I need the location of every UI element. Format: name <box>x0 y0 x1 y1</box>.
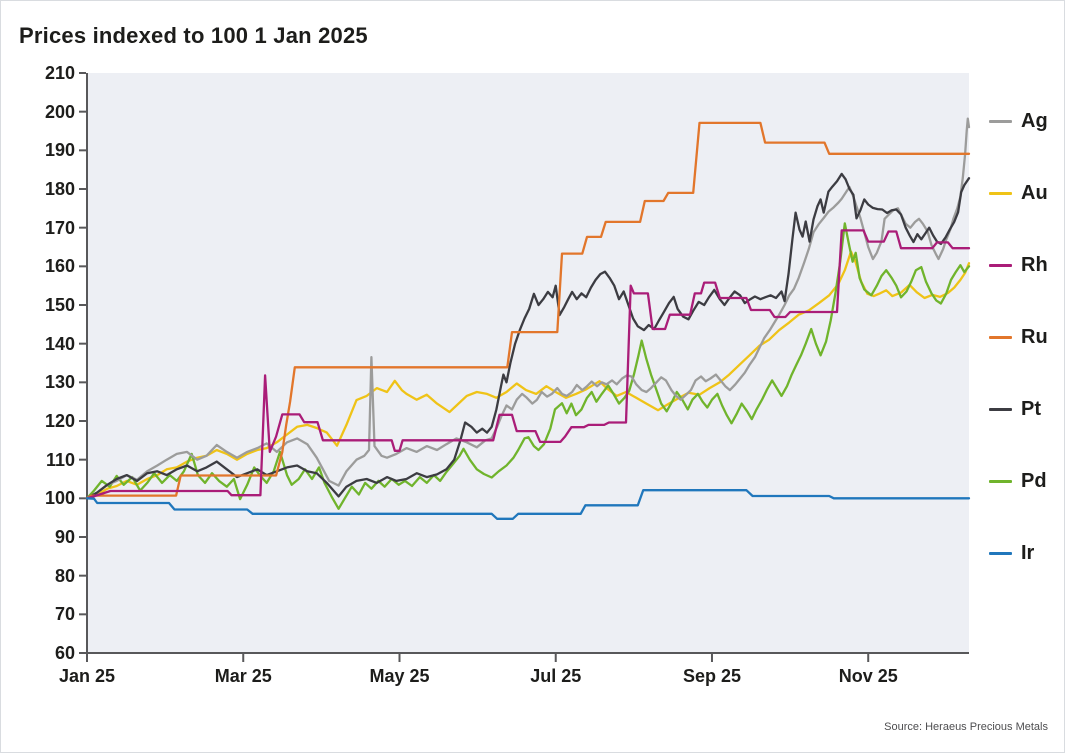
legend-swatch-ru <box>989 335 1012 339</box>
legend-label-pt: Pt <box>1021 397 1041 420</box>
x-tick-label-jul-25: Jul 25 <box>530 666 582 686</box>
y-tick-label-160: 160 <box>44 256 75 277</box>
y-tick-label-170: 170 <box>44 217 75 238</box>
legend-item-pd: Pd <box>989 469 1047 493</box>
legend-label-rh: Rh <box>1021 253 1048 276</box>
y-tick-label-70: 70 <box>54 604 75 625</box>
x-tick-label-may-25: May 25 <box>369 666 430 686</box>
x-tick-label-mar-25: Mar 25 <box>214 666 272 686</box>
legend-label-pd: Pd <box>1021 469 1047 492</box>
legend-item-pt: Pt <box>989 397 1041 421</box>
y-tick-label-80: 80 <box>54 565 75 586</box>
legend-item-rh: Rh <box>989 253 1048 277</box>
y-tick-label-140: 140 <box>44 333 75 354</box>
series-line-ru <box>85 121 971 500</box>
y-tick-label-110: 110 <box>45 449 75 470</box>
legend-label-ru: Ru <box>1021 325 1048 348</box>
legend-label-ag: Ag <box>1021 109 1048 132</box>
series-line-pt <box>85 172 971 500</box>
legend-swatch-ag <box>989 119 1012 123</box>
series-line-pd <box>85 222 971 510</box>
y-tick-label-210: 210 <box>44 63 75 83</box>
legend: Ag Au Rh Ru Pt Pd Ir <box>989 1 1064 752</box>
legend-item-au: Au <box>989 181 1048 205</box>
y-tick-label-100: 100 <box>44 488 75 509</box>
y-tick-label-90: 90 <box>54 527 75 547</box>
legend-item-ru: Ru <box>989 325 1048 349</box>
legend-item-ir: Ir <box>989 541 1034 565</box>
legend-label-ir: Ir <box>1021 541 1035 564</box>
legend-swatch-rh <box>989 263 1012 267</box>
y-tick-label-200: 200 <box>44 101 75 122</box>
series-line-rh <box>85 229 971 500</box>
chart-title: Prices indexed to 100 1 Jan 2025 <box>19 23 368 48</box>
legend-swatch-pt <box>989 407 1012 411</box>
plot-area <box>87 73 969 653</box>
legend-label-au: Au <box>1021 181 1048 204</box>
x-tick-label-sep-25: Sep 25 <box>682 666 741 686</box>
y-tick-label-150: 150 <box>44 295 75 315</box>
legend-swatch-ir <box>989 551 1012 555</box>
y-tick-label-190: 190 <box>44 140 75 161</box>
y-tick-label-180: 180 <box>44 179 75 199</box>
legend-item-ag: Ag <box>989 109 1048 133</box>
x-tick-label-nov-25: Nov 25 <box>838 666 898 686</box>
legend-swatch-au <box>989 191 1012 195</box>
source-text: Source: Heraeus Precious Metals <box>884 721 1048 733</box>
legend-swatch-pd <box>989 479 1012 483</box>
axis-lines <box>86 73 969 654</box>
series-line-ir <box>85 489 971 520</box>
y-tick-label-130: 130 <box>44 372 75 393</box>
y-tick-label-120: 120 <box>44 411 75 431</box>
x-tick-label-jan-25: Jan 25 <box>58 666 116 686</box>
y-tick-label-60: 60 <box>54 643 75 663</box>
